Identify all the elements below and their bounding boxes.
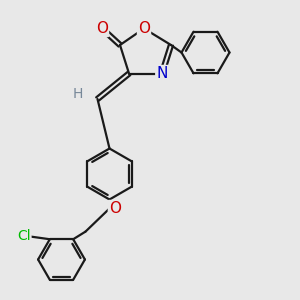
Text: O: O	[96, 21, 108, 36]
Text: H: H	[73, 88, 83, 101]
Text: N: N	[156, 66, 168, 81]
Text: O: O	[109, 201, 121, 216]
Text: O: O	[138, 21, 150, 36]
Text: Cl: Cl	[17, 229, 31, 243]
